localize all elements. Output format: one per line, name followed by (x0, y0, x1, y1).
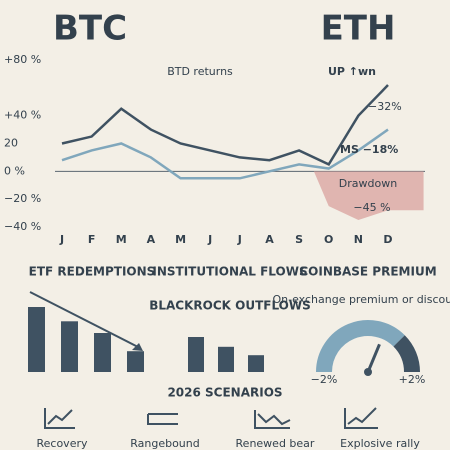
eth-title: ETH (321, 9, 396, 49)
annotation: −32% (368, 100, 402, 113)
panel-title: INSTITUTIONAL FLOWS (152, 265, 307, 279)
y-tick-label: −20 % (4, 192, 41, 205)
gauge-tick-label: +2% (399, 373, 426, 386)
x-tick-label: O (324, 233, 333, 246)
series-line (61, 84, 389, 166)
annotation: UP ↑wn (328, 65, 376, 78)
panel-title: ETF REDEMPTIONS (29, 265, 156, 279)
x-tick-label: N (354, 233, 363, 246)
btc-title: BTC (53, 9, 127, 49)
x-tick-label: M (116, 233, 127, 246)
annotation: −45 % (353, 201, 390, 214)
gauge-needle (366, 343, 381, 373)
gauge-hub (364, 368, 372, 376)
y-tick-label: +80 % (4, 53, 41, 66)
scenario-icons (44, 407, 378, 429)
x-tick-label: S (295, 233, 303, 246)
panel-subtitle: BLACKROCK OUTFLOWS (149, 299, 311, 313)
annotation: MS −18% (340, 143, 398, 156)
bar (218, 346, 234, 372)
scenario-label: Rangebound (130, 437, 200, 450)
scenario-label: Renewed bear (236, 437, 315, 450)
bar (28, 307, 45, 372)
scenarios-title: 2026 SCENARIOS (167, 386, 282, 400)
x-tick-label: D (383, 233, 392, 246)
drawdown-area (313, 171, 424, 221)
bar (61, 321, 78, 372)
y-tick-label: 0 % (4, 164, 25, 177)
bar (188, 337, 204, 372)
arrow (29, 291, 139, 348)
panel-subtitle: On-exchange premium or discount (272, 293, 450, 306)
scenario-label: Explosive rally (340, 437, 420, 450)
x-tick-label: J (207, 233, 212, 246)
x-tick-label: A (147, 233, 156, 246)
x-tick-label: J (59, 233, 64, 246)
gauge-arc (393, 335, 420, 373)
series-line (61, 128, 389, 180)
x-tick-label: J (237, 233, 242, 246)
y-tick-label: −40 % (4, 220, 41, 233)
x-tick-label: F (88, 233, 96, 246)
bar (127, 351, 144, 372)
y-tick-label: +40 % (4, 109, 41, 122)
annotation: BTD returns (167, 65, 233, 78)
gauge-tick-label: −2% (311, 373, 338, 386)
panel-title: COINBASE PREMIUM (299, 265, 436, 279)
x-tick-label: A (265, 233, 274, 246)
bar (94, 333, 111, 372)
gauge-arc (316, 320, 405, 373)
scenario-label: Recovery (36, 437, 87, 450)
legend: Drawdown (339, 177, 397, 190)
y-tick-label: 20 (4, 137, 18, 150)
bar (248, 355, 264, 372)
x-tick-label: M (175, 233, 186, 246)
